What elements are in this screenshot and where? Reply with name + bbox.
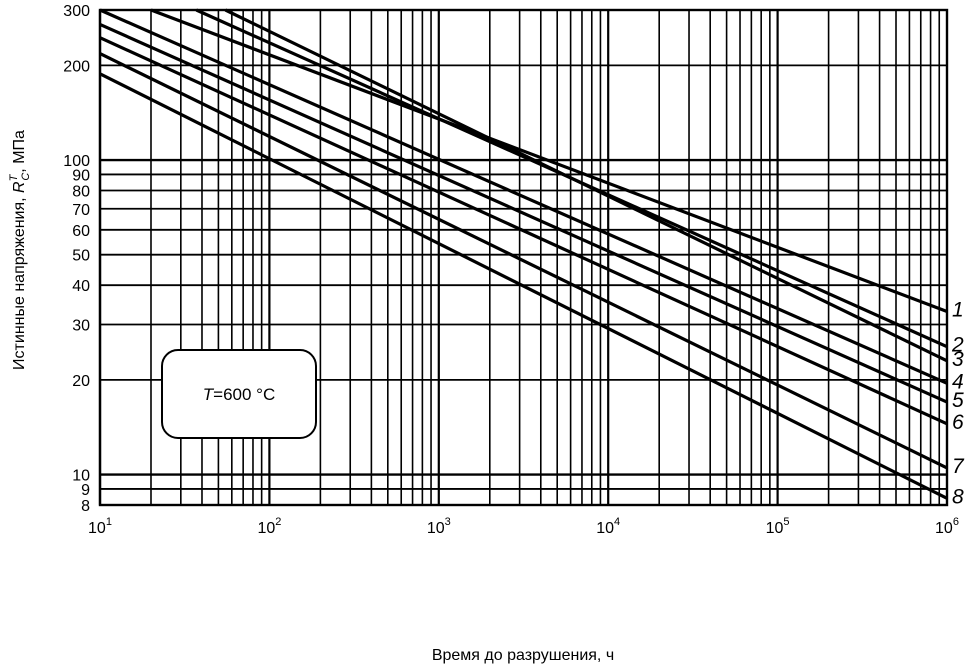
y-tick-label: 60 — [72, 223, 90, 240]
y-tick-label: 90 — [72, 167, 90, 184]
x-tick-label: 106 — [935, 516, 959, 537]
annotation-box — [161, 349, 317, 439]
series-line-8 — [99, 72, 948, 500]
x-tick-exponent: 6 — [953, 516, 959, 528]
y-tick-label: 8 — [81, 498, 90, 515]
temperature-annotation: T=600 °C — [161, 349, 317, 439]
y-axis-label-subscript: C — [20, 173, 32, 181]
y-axis-label: Истинные напряжения, RTC, МПа — [8, 130, 32, 370]
series-label-8: 8 — [952, 485, 964, 508]
y-tick-label: 30 — [72, 317, 90, 334]
series-label-3: 3 — [952, 348, 964, 371]
series-lines — [99, 8, 948, 500]
x-tick-label: 101 — [88, 516, 112, 537]
series-label-1: 1 — [952, 298, 964, 321]
series-line-7 — [99, 52, 948, 470]
y-axis-label-symbol: R — [11, 181, 28, 193]
x-tick-labels: 101 102 103 104 105 106 — [88, 516, 959, 537]
x-tick-base: 10 — [257, 520, 275, 537]
series-line-4 — [99, 8, 948, 385]
annotation-text: T=600 °C — [203, 385, 275, 404]
x-tick-label: 102 — [257, 516, 281, 537]
x-tick-exponent: 3 — [445, 516, 451, 528]
y-axis-label-suffix: , МПа — [11, 130, 28, 173]
series-label-5: 5 — [952, 389, 964, 412]
series-line-3 — [224, 8, 948, 363]
series-label-2: 2 — [951, 334, 964, 357]
x-tick-exponent: 4 — [614, 516, 620, 528]
annotation-value: =600 °C — [213, 385, 275, 404]
x-tick-exponent: 2 — [275, 516, 281, 528]
y-tick-label: 70 — [72, 202, 90, 219]
series-label-6: 6 — [952, 411, 964, 434]
x-tick-base: 10 — [935, 520, 953, 537]
x-tick-label: 103 — [427, 516, 451, 537]
y-tick-label: 20 — [72, 373, 90, 390]
annotation-symbol: T — [203, 385, 215, 404]
plot-frame — [98, 8, 949, 507]
y-tick-label: 80 — [72, 184, 90, 201]
y-axis-label-prefix: Истинные напряжения, — [11, 193, 28, 370]
y-tick-label: 40 — [72, 278, 90, 295]
series-line-5 — [99, 22, 948, 404]
x-tick-base: 10 — [427, 520, 445, 537]
series-line-6 — [99, 36, 948, 426]
y-axis-label-superscript: T — [8, 173, 20, 181]
y-tick-label: 50 — [72, 248, 90, 265]
series-line-1 — [150, 8, 948, 313]
series-label-7: 7 — [952, 455, 965, 478]
x-tick-label: 105 — [766, 516, 790, 537]
y-tick-label: 200 — [63, 58, 90, 75]
x-tick-base: 10 — [88, 520, 106, 537]
x-tick-base: 10 — [596, 520, 614, 537]
x-tick-base: 10 — [766, 520, 784, 537]
x-axis-label: Время до разрушения, ч — [432, 647, 614, 664]
y-tick-label: 9 — [81, 482, 90, 499]
x-tick-exponent: 5 — [783, 516, 789, 528]
plot-border — [98, 8, 949, 507]
series-label-4: 4 — [952, 370, 964, 393]
x-tick-label: 104 — [596, 516, 620, 537]
y-tick-label: 10 — [72, 468, 90, 485]
y-tick-label: 100 — [63, 153, 90, 170]
x-tick-exponent: 1 — [106, 516, 112, 528]
y-tick-label: 300 — [63, 3, 90, 20]
